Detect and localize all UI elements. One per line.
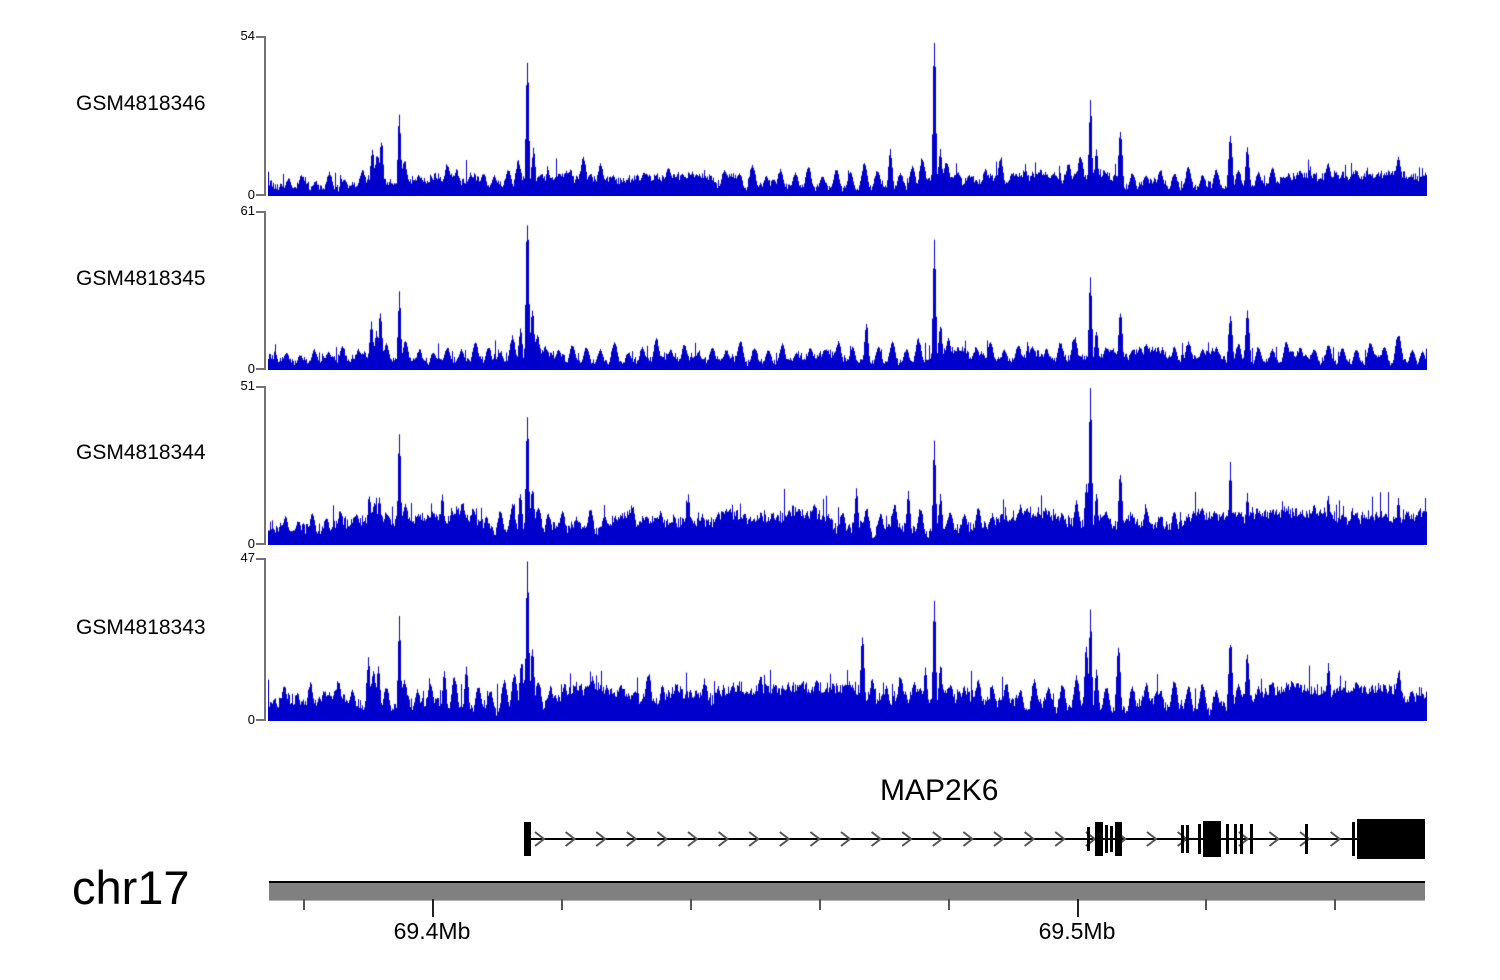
ruler-tick-minor — [819, 899, 821, 910]
y-axis-tick-max — [256, 558, 265, 560]
y-axis-spine — [264, 558, 266, 721]
axis-min-label: 0 — [247, 187, 255, 202]
axis-min-label: 0 — [247, 712, 255, 727]
signal-track: GSM4818346 54 0 — [0, 28, 1500, 202]
exon-block — [1198, 824, 1201, 854]
axis-max-label: 54 — [240, 28, 255, 43]
exon-block — [1234, 824, 1237, 854]
axis-max-label: 51 — [240, 378, 255, 393]
y-axis-tick-min — [256, 719, 265, 721]
y-axis-spine — [264, 386, 266, 545]
y-axis-spine — [264, 36, 266, 196]
y-axis-spine — [264, 211, 266, 370]
ruler-tick-major — [1077, 899, 1079, 917]
exon-block — [1305, 824, 1308, 854]
chromosome-label: chr17 — [72, 861, 190, 914]
ruler-tick-minor — [1205, 899, 1207, 910]
ideogram-bar[interactable] — [269, 881, 1425, 901]
exon-block — [1110, 826, 1113, 852]
track-label-track-4: GSM4818343 — [76, 616, 206, 639]
signal-canvas-track-4 — [268, 558, 1427, 721]
axis-min-label: 0 — [247, 536, 255, 551]
exon-block — [1087, 827, 1090, 851]
ruler-tick-minor — [561, 899, 563, 910]
exon-block — [1250, 824, 1253, 854]
track-label-track-3: GSM4818344 — [76, 441, 206, 464]
signal-canvas-track-2 — [268, 211, 1427, 370]
exon-block — [1095, 822, 1103, 856]
gene-intron-line — [528, 838, 1425, 840]
track-label-track-1: GSM4818346 — [76, 92, 206, 115]
y-axis-tick-min — [256, 194, 265, 196]
exon-block — [1181, 825, 1184, 853]
signal-track: GSM4818343 47 0 — [0, 550, 1500, 727]
exon-block — [1226, 824, 1229, 854]
ruler-tick-minor — [690, 899, 692, 910]
exon-block — [1240, 824, 1243, 854]
ruler-tick-major — [432, 899, 434, 917]
axis-min-label: 0 — [247, 361, 255, 376]
signal-track: GSM4818344 51 0 — [0, 378, 1500, 551]
gene-name-label: MAP2K6 — [880, 774, 999, 807]
ruler-tick-label: 69.4Mb — [393, 918, 471, 944]
axis-max-label: 61 — [240, 203, 255, 218]
track-label-track-2: GSM4818345 — [76, 267, 206, 290]
strand-direction-arrows — [534, 831, 1403, 847]
ruler-tick-minor — [948, 899, 950, 910]
y-axis-tick-min — [256, 543, 265, 545]
axis-max-label: 47 — [240, 550, 255, 565]
y-axis-tick-min — [256, 368, 265, 370]
signal-canvas-track-1 — [268, 36, 1427, 196]
exon-block — [1352, 822, 1355, 856]
y-axis-tick-max — [256, 386, 265, 388]
ruler-tick-label: 69.5Mb — [1038, 918, 1116, 944]
exon-block — [1357, 819, 1425, 859]
ruler-tick-minor — [1334, 899, 1336, 910]
signal-track: GSM4818345 61 0 — [0, 203, 1500, 376]
exon-block — [1115, 822, 1122, 856]
exon-block — [1105, 825, 1108, 853]
signal-canvas-track-3 — [268, 386, 1427, 545]
y-axis-tick-max — [256, 36, 265, 38]
exon-block — [524, 822, 531, 856]
exon-block — [1210, 824, 1213, 854]
ruler-tick-minor — [303, 899, 305, 910]
exon-block — [1186, 825, 1189, 853]
y-axis-tick-max — [256, 211, 265, 213]
